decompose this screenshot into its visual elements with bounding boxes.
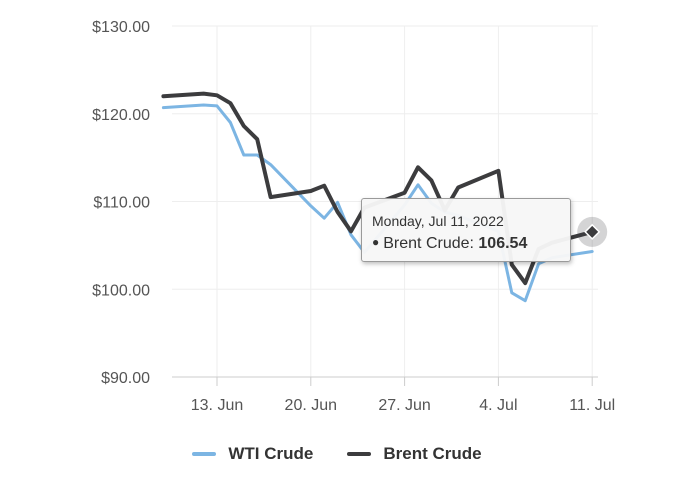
x-tick-label: 20. Jun bbox=[285, 397, 337, 414]
legend-item-wti[interactable]: WTI Crude bbox=[192, 444, 313, 464]
tooltip-series-name: Brent Crude bbox=[383, 235, 470, 252]
y-tick-label: $110.00 bbox=[93, 195, 150, 212]
x-tick-label: 11. Jul bbox=[569, 397, 615, 414]
x-tick-label: 27. Jun bbox=[378, 397, 430, 414]
y-axis: $90.00 $100.00 $110.00 $120.00 $130.00 bbox=[92, 19, 150, 387]
tooltip-date: Monday, Jul 11, 2022 bbox=[372, 213, 504, 229]
tooltip-row: ● Brent Crude: 106.54 bbox=[372, 235, 528, 252]
tooltip-bullet-icon: ● bbox=[372, 235, 380, 249]
tooltip-value: 106.54 bbox=[478, 235, 528, 252]
legend: WTI Crude Brent Crude bbox=[0, 440, 674, 468]
tooltip: Monday, Jul 11, 2022 ● Brent Crude: 106.5… bbox=[361, 198, 571, 262]
y-tick-label: $100.00 bbox=[92, 282, 150, 299]
legend-item-brent[interactable]: Brent Crude bbox=[347, 444, 482, 464]
legend-swatch-wti bbox=[192, 452, 217, 456]
x-tick-label: 4. Jul bbox=[479, 397, 517, 414]
legend-swatch-brent bbox=[347, 452, 372, 456]
hover-marker-diamond-icon bbox=[584, 223, 601, 240]
x-tick-label: 13. Jun bbox=[191, 397, 243, 414]
hover-marker-layer bbox=[577, 216, 608, 247]
x-axis: 13. Jun 20. Jun 27. Jun 4. Jul 11. Jul bbox=[172, 376, 615, 414]
y-tick-label: $90.00 bbox=[101, 370, 150, 387]
legend-label-brent: Brent Crude bbox=[383, 444, 482, 463]
y-tick-label: $120.00 bbox=[92, 107, 150, 124]
legend-label-wti: WTI Crude bbox=[228, 444, 314, 463]
y-tick-label: $130.00 bbox=[92, 19, 150, 36]
